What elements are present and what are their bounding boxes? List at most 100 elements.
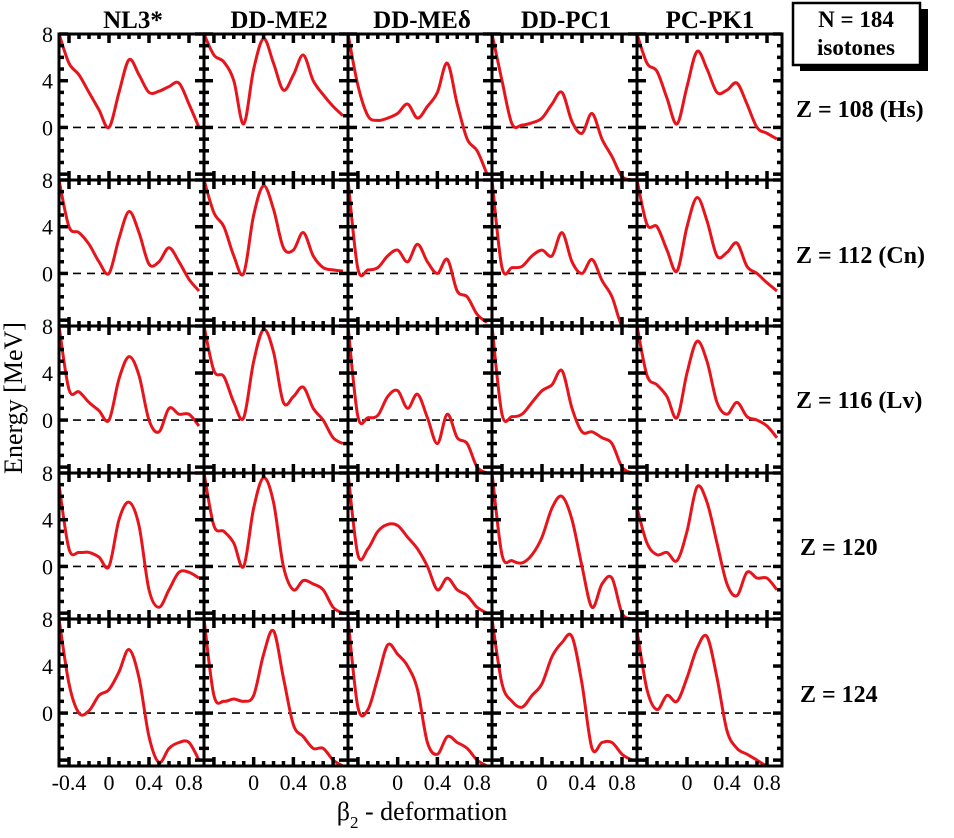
y-tick-label: 0 bbox=[42, 554, 53, 579]
y-tick-label: 8 bbox=[42, 607, 53, 632]
panel-frame bbox=[57, 178, 206, 328]
panel-r4-c4 bbox=[490, 471, 639, 621]
x-tick-label: 0 bbox=[537, 770, 548, 795]
panel-r4-c1: 0 4 8 bbox=[42, 461, 206, 621]
x-tick-label: 0.8 bbox=[753, 770, 781, 795]
panel-frame bbox=[635, 324, 784, 475]
energy-curve bbox=[637, 34, 778, 141]
panel-r2-c2 bbox=[202, 178, 350, 328]
energy-curve bbox=[637, 630, 777, 766]
column-title-ddpc1: DD-PC1 bbox=[521, 7, 611, 34]
y-tick-label: 0 bbox=[42, 701, 53, 726]
x-tick-label: 0.4 bbox=[713, 770, 741, 795]
panel-frame bbox=[346, 32, 494, 182]
panel-r2-c4 bbox=[490, 178, 639, 328]
panel-frame bbox=[57, 324, 206, 475]
panel-frame bbox=[202, 32, 350, 182]
column-title-pcpk1: PC-PK1 bbox=[666, 7, 755, 34]
column-title-nl3: NL3* bbox=[103, 7, 163, 34]
panel-frame bbox=[635, 178, 784, 328]
column-title-ddme2: DD-ME2 bbox=[230, 7, 327, 34]
panel-r4-c2 bbox=[202, 471, 350, 621]
energy-curve bbox=[637, 484, 779, 598]
panel-r1-c2 bbox=[202, 32, 350, 182]
panel-r1-c4 bbox=[490, 32, 639, 182]
panel-ticks bbox=[637, 32, 782, 180]
energy-curve bbox=[59, 180, 201, 292]
energy-curve bbox=[348, 326, 488, 473]
isotones-box-frame bbox=[791, 1, 922, 67]
panel-ticks bbox=[204, 32, 348, 180]
energy-curve bbox=[348, 180, 488, 324]
energy-curve bbox=[348, 34, 489, 175]
energy-curve bbox=[492, 34, 633, 180]
energy-curve bbox=[492, 326, 633, 473]
panel-grid: 0 4 8 0 4 8 0 4 8 0 4 8 0 4 8 -0.4 0 0.4 0.8 0 0.4 0.8 0 0.4 0.8… bbox=[42, 22, 784, 795]
energy-curve bbox=[637, 326, 779, 439]
x-axis-label: β2 - deformation bbox=[337, 797, 507, 832]
y-tick-label: 8 bbox=[42, 461, 53, 486]
panel-ticks bbox=[348, 32, 492, 180]
panel-ticks bbox=[348, 617, 492, 766]
panel-r3-c3 bbox=[346, 324, 494, 475]
y-tick-label: 8 bbox=[42, 314, 53, 339]
panel-ticks bbox=[59, 471, 204, 619]
panel-r2-c1: 0 4 8 bbox=[42, 168, 206, 328]
panel-r3-c1: 0 4 8 bbox=[42, 314, 206, 475]
energy-curve bbox=[492, 473, 633, 619]
panel-r3-c5 bbox=[635, 324, 784, 475]
energy-curve bbox=[59, 34, 201, 130]
panel-ticks bbox=[59, 324, 204, 473]
panel-frame bbox=[202, 324, 350, 475]
panel-frame bbox=[490, 471, 639, 621]
x-tick-label: 0.4 bbox=[280, 770, 308, 795]
energy-curve bbox=[492, 180, 632, 326]
panel-frame bbox=[635, 617, 784, 768]
x-tick-label: -0.4 bbox=[52, 770, 87, 795]
x-tick-label: 0 bbox=[248, 770, 259, 795]
panel-r5-c1: 0 4 8 -0.4 0 0.4 0.8 bbox=[42, 607, 206, 795]
y-tick-label: 0 bbox=[42, 408, 53, 433]
energy-curve bbox=[348, 473, 488, 615]
x-tick-label: 0.8 bbox=[175, 770, 203, 795]
panel-ticks bbox=[492, 471, 637, 619]
y-axis-label: Energy [MeV] bbox=[0, 322, 28, 474]
row-label-z108: Z = 108 (Hs) bbox=[796, 97, 924, 123]
x-axis-label-subscript: 2 bbox=[350, 813, 359, 832]
panel-frame bbox=[635, 471, 784, 621]
panel-ticks bbox=[637, 324, 782, 473]
panel-r3-c4 bbox=[490, 324, 639, 475]
panel-r4-c3 bbox=[346, 471, 494, 621]
panel-r5-c2: 0 0.4 0.8 bbox=[202, 617, 350, 795]
row-label-z112: Z = 112 (Cn) bbox=[796, 243, 925, 269]
y-tick-label: 4 bbox=[42, 361, 53, 386]
energy-curve bbox=[637, 180, 778, 293]
row-label-z116: Z = 116 (Lv) bbox=[796, 388, 922, 414]
panel-frame bbox=[490, 32, 639, 182]
x-axis-label-symbol: β bbox=[337, 797, 350, 826]
energy-curve bbox=[492, 619, 633, 762]
row-label-z120: Z = 120 bbox=[800, 535, 878, 561]
panel-ticks bbox=[59, 32, 204, 180]
x-tick-label: 0.8 bbox=[608, 770, 636, 795]
x-tick-label: 0 bbox=[104, 770, 115, 795]
x-tick-label: 0.8 bbox=[463, 770, 491, 795]
panel-frame bbox=[57, 32, 206, 182]
panel-frame bbox=[202, 178, 350, 328]
x-tick-label: 0.8 bbox=[319, 770, 347, 795]
panel-r5-c5: 0 0.4 0.8 bbox=[635, 617, 784, 795]
y-tick-label: 4 bbox=[42, 654, 53, 679]
energy-curve bbox=[204, 34, 345, 126]
y-tick-label: 8 bbox=[42, 22, 53, 47]
y-tick-label: 0 bbox=[42, 115, 53, 140]
panel-ticks bbox=[59, 617, 204, 766]
panel-r4-c5 bbox=[635, 471, 784, 621]
panel-frame bbox=[57, 617, 206, 768]
panel-ticks bbox=[204, 178, 348, 326]
column-title-ddmedelta: DD-MEδ bbox=[373, 7, 471, 34]
energy-curve bbox=[59, 619, 201, 765]
energy-curve bbox=[348, 619, 488, 766]
panel-r1-c3 bbox=[346, 32, 494, 182]
panel-ticks bbox=[59, 178, 204, 326]
